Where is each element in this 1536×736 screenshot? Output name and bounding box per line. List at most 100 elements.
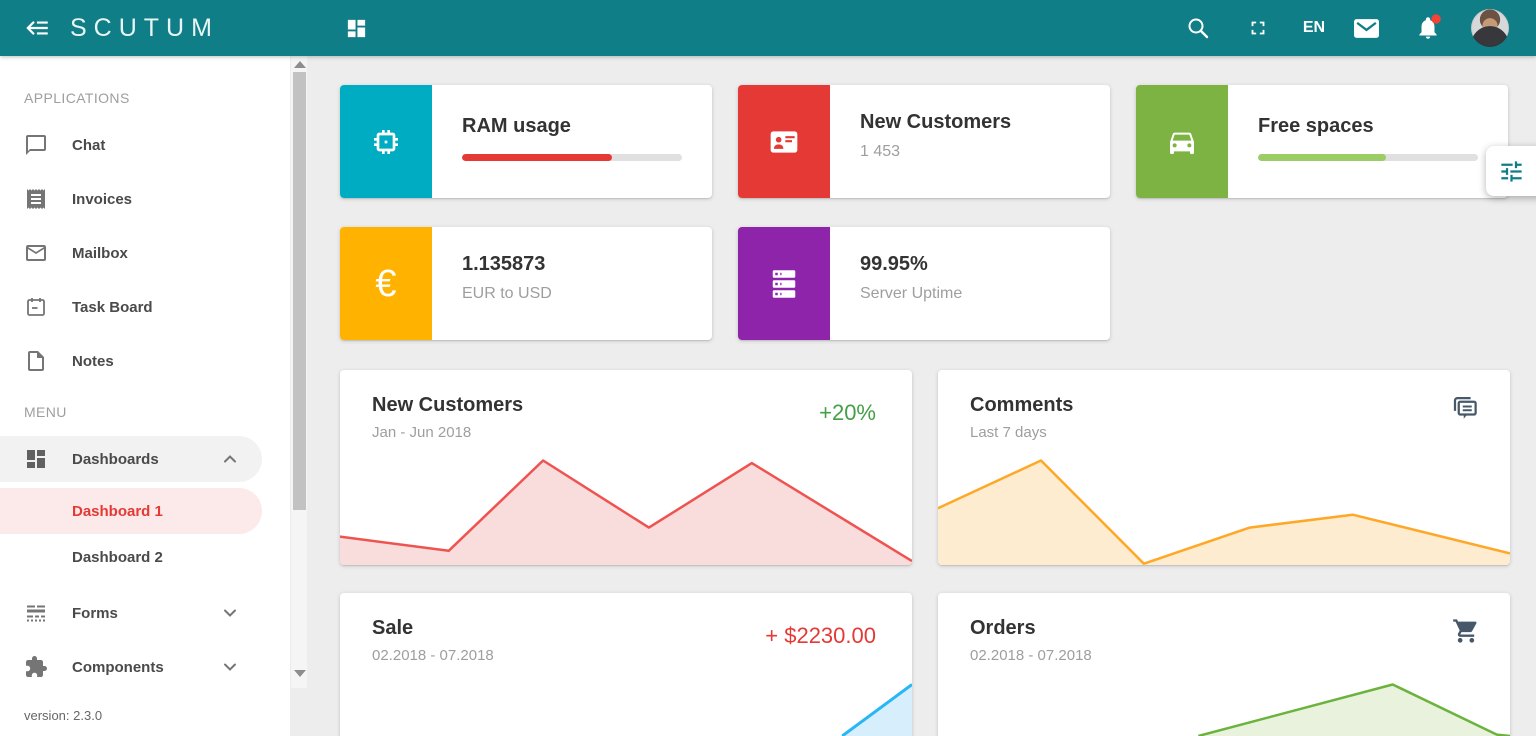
fullscreen-icon	[1251, 21, 1265, 35]
memory-chip-icon	[374, 129, 398, 154]
comments-area-chart	[938, 459, 1510, 565]
chart-card-new-customers: New Customers Jan - Jun 2018 +20%	[340, 370, 912, 565]
stat-card-ram-usage: RAM usage	[340, 85, 712, 198]
sidebar-item-label: Dashboards	[72, 450, 159, 468]
brand-logo: SCUTUM	[70, 13, 219, 42]
scrollbar-thumb[interactable]	[293, 72, 306, 510]
bell-icon	[1419, 14, 1441, 39]
settings-fab[interactable]	[1486, 146, 1536, 196]
tune-icon	[1501, 160, 1522, 182]
sidebar-item-label: Invoices	[72, 190, 133, 208]
chart-subtitle: 02.2018 - 07.2018	[970, 647, 1092, 664]
mail-button[interactable]	[1344, 0, 1388, 56]
chevron-up-icon	[224, 455, 236, 463]
search-icon	[1188, 18, 1209, 39]
stat-title: 1.135873	[462, 253, 546, 275]
sidebar-item-label: Components	[72, 658, 164, 676]
sidebar-item-forms[interactable]: Forms	[0, 590, 262, 636]
chart-title: Comments	[970, 394, 1074, 416]
sidebar-item-label: Mailbox	[72, 244, 128, 262]
stat-title: 99.95%	[860, 253, 928, 275]
sidebar-subitem-dashboard-2[interactable]: Dashboard 2	[0, 534, 262, 580]
section-title-applications: APPLICATIONS	[24, 90, 130, 106]
version-label: version: 2.3.0	[24, 708, 103, 723]
puzzle-icon	[26, 656, 47, 677]
stat-title: Free spaces	[1258, 115, 1374, 137]
chat-icon	[26, 135, 46, 155]
sale-area-chart	[841, 683, 912, 736]
new-customers-area-chart	[340, 459, 912, 565]
sidebar-item-label: Chat	[72, 136, 106, 154]
free-spaces-progress-fill	[1258, 154, 1386, 161]
stat-card-server-uptime: 99.95% Server Uptime	[738, 227, 1110, 340]
dashboard-grid-icon	[27, 450, 45, 468]
note-icon	[28, 351, 44, 371]
cart-icon	[1453, 619, 1477, 643]
ram-progress-fill	[462, 154, 612, 161]
sidebar-item-label: Dashboard 2	[72, 548, 163, 566]
stat-icon-tile	[340, 85, 432, 198]
forms-icon	[27, 605, 45, 622]
sidebar-item-chat[interactable]: Chat	[0, 122, 262, 168]
notification-dot	[1431, 14, 1441, 24]
stat-icon-tile	[1136, 85, 1228, 198]
apps-grid-icon	[347, 19, 365, 37]
sidebar-item-task-board[interactable]: Task Board	[0, 284, 262, 330]
mail-icon	[1353, 18, 1379, 38]
user-avatar[interactable]	[1471, 9, 1509, 47]
sidebar-item-label: Dashboard 1	[72, 502, 163, 520]
sidebar-item-dashboards[interactable]: Dashboards	[0, 436, 262, 482]
sidebar-scrollbar[interactable]	[290, 56, 307, 688]
chart-subtitle: Last 7 days	[970, 424, 1047, 441]
scroll-down-arrow[interactable]	[294, 670, 306, 677]
chart-subtitle: Jan - Jun 2018	[372, 424, 472, 441]
sidebar-item-label: Task Board	[72, 298, 153, 316]
sidebar-item-mailbox[interactable]: Mailbox	[0, 230, 262, 276]
header-bar: SCUTUM EN	[0, 0, 1536, 56]
chevron-down-icon	[224, 663, 236, 671]
sidebar-subitem-dashboard-1[interactable]: Dashboard 1	[0, 488, 262, 534]
server-icon	[772, 269, 796, 298]
section-title-menu: MENU	[24, 404, 67, 420]
task-board-icon	[27, 298, 45, 316]
free-spaces-progress-track	[1258, 154, 1478, 161]
backburger-icon	[26, 21, 48, 35]
chart-card-orders: Orders 02.2018 - 07.2018	[938, 593, 1510, 736]
contact-card-icon	[770, 130, 798, 153]
receipt-icon	[27, 189, 45, 209]
orders-area-chart	[1197, 683, 1510, 736]
sidebar-item-notes[interactable]: Notes	[0, 338, 262, 384]
stat-value: 1 453	[860, 143, 901, 160]
chevron-down-icon	[224, 609, 236, 617]
stat-icon-tile	[738, 85, 830, 198]
stat-value: EUR to USD	[462, 285, 552, 302]
sidebar-item-components[interactable]: Components	[0, 644, 262, 690]
comments-icon	[1453, 397, 1477, 419]
search-button[interactable]	[1178, 0, 1218, 56]
notifications-button[interactable]	[1406, 0, 1450, 56]
language-selector[interactable]: EN	[1302, 19, 1326, 36]
scroll-up-arrow[interactable]	[294, 61, 306, 68]
envelope-icon	[26, 245, 46, 261]
sidebar-item-invoices[interactable]: Invoices	[0, 176, 262, 222]
chart-card-comments: Comments Last 7 days	[938, 370, 1510, 565]
change-badge: +20%	[819, 400, 876, 425]
stat-card-eur-usd: € 1.135873 EUR to USD	[340, 227, 712, 340]
chart-card-sale: Sale 02.2018 - 07.2018 + $2230.00	[340, 593, 912, 736]
change-badge: + $2230.00	[765, 623, 876, 648]
fullscreen-button[interactable]	[1238, 0, 1278, 56]
stat-icon-tile: €	[340, 227, 432, 340]
stat-title: RAM usage	[462, 115, 571, 137]
menu-toggle-button[interactable]	[18, 0, 58, 56]
chart-subtitle: 02.2018 - 07.2018	[372, 647, 494, 664]
ram-progress-track	[462, 154, 682, 161]
stat-card-free-spaces: Free spaces	[1136, 85, 1508, 198]
euro-icon: €	[375, 262, 397, 305]
stat-icon-tile	[738, 227, 830, 340]
apps-grid-button[interactable]	[336, 0, 376, 56]
stat-card-new-customers: New Customers 1 453	[738, 85, 1110, 198]
sidebar: APPLICATIONS Chat Invoices Mailbox Task …	[0, 56, 290, 736]
sidebar-item-label: Forms	[72, 604, 118, 622]
car-icon	[1170, 132, 1194, 154]
sidebar-item-label: Notes	[72, 352, 114, 370]
